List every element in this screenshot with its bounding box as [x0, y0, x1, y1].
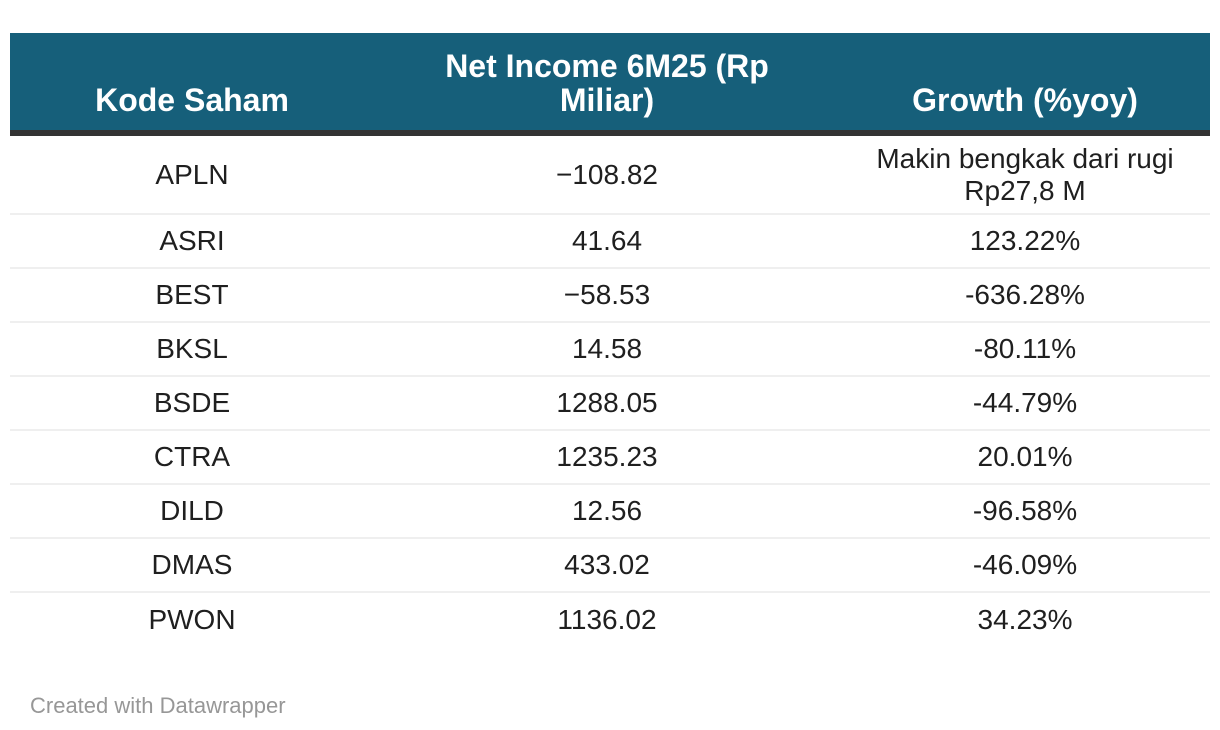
- cell-kode: DMAS: [10, 537, 374, 592]
- table-row: BKSL 14.58 -80.11%: [10, 321, 1210, 376]
- cell-growth: -44.79%: [840, 375, 1210, 430]
- col-header-kode-saham-label: Kode Saham: [95, 82, 289, 118]
- col-header-net-income: Net Income 6M25 (Rp Miliar): [374, 33, 840, 136]
- cell-net-income: −108.82: [556, 158, 658, 190]
- table-row: APLN −108.82 Makin bengkak dari rugi Rp2…: [10, 133, 1210, 214]
- table-row: PWON 1136.02 34.23%: [10, 591, 1210, 646]
- table-row: DMAS 433.02 -46.09%: [10, 537, 1210, 592]
- cell-kode: ASRI: [10, 213, 374, 268]
- cell-growth: 20.01%: [840, 429, 1210, 484]
- cell-net-income: 14.58: [374, 321, 840, 376]
- data-table: Kode Saham Net Income 6M25 (Rp Miliar) G…: [10, 33, 1210, 646]
- cell-growth-text: Makin bengkak dari rugi Rp27,8 M: [876, 142, 1174, 206]
- cell-growth: 123.22%: [840, 213, 1210, 268]
- table-row: CTRA 1235.23 20.01%: [10, 429, 1210, 484]
- cell-kode: APLN: [155, 158, 229, 190]
- table-row: BSDE 1288.05 -44.79%: [10, 375, 1210, 430]
- cell-kode: BSDE: [10, 375, 374, 430]
- cell-kode: CTRA: [10, 429, 374, 484]
- col-header-net-income-label: Net Income 6M25 (Rp Miliar): [445, 48, 769, 118]
- col-header-growth: Growth (%yoy): [840, 33, 1210, 136]
- cell-kode: BKSL: [10, 321, 374, 376]
- table-row: DILD 12.56 -96.58%: [10, 483, 1210, 538]
- cell-kode: DILD: [10, 483, 374, 538]
- cell-growth: -46.09%: [840, 537, 1210, 592]
- cell-growth: 34.23%: [840, 591, 1210, 646]
- cell-net-income: 1136.02: [374, 591, 840, 646]
- table-row: ASRI 41.64 123.22%: [10, 213, 1210, 268]
- table-body: APLN −108.82 Makin bengkak dari rugi Rp2…: [10, 133, 1210, 646]
- cell-growth: -96.58%: [840, 483, 1210, 538]
- cell-net-income: 433.02: [374, 537, 840, 592]
- cell-net-income: −58.53: [374, 267, 840, 322]
- cell-net-income: 1288.05: [374, 375, 840, 430]
- cell-kode: PWON: [10, 591, 374, 646]
- cell-net-income: 1235.23: [374, 429, 840, 484]
- table-header: Kode Saham Net Income 6M25 (Rp Miliar) G…: [10, 33, 1210, 136]
- cell-net-income: 12.56: [374, 483, 840, 538]
- col-header-growth-label: Growth (%yoy): [912, 82, 1138, 118]
- cell-growth: -636.28%: [840, 267, 1210, 322]
- header-row: Kode Saham Net Income 6M25 (Rp Miliar) G…: [10, 33, 1210, 136]
- cell-net-income: 41.64: [374, 213, 840, 268]
- col-header-kode-saham: Kode Saham: [10, 33, 374, 136]
- cell-growth: Makin bengkak dari rugi Rp27,8 M: [840, 133, 1210, 214]
- cell-growth: -80.11%: [840, 321, 1210, 376]
- cell-kode: BEST: [10, 267, 374, 322]
- table-row: BEST −58.53 -636.28%: [10, 267, 1210, 322]
- datawrapper-credit: Created with Datawrapper: [30, 693, 286, 718]
